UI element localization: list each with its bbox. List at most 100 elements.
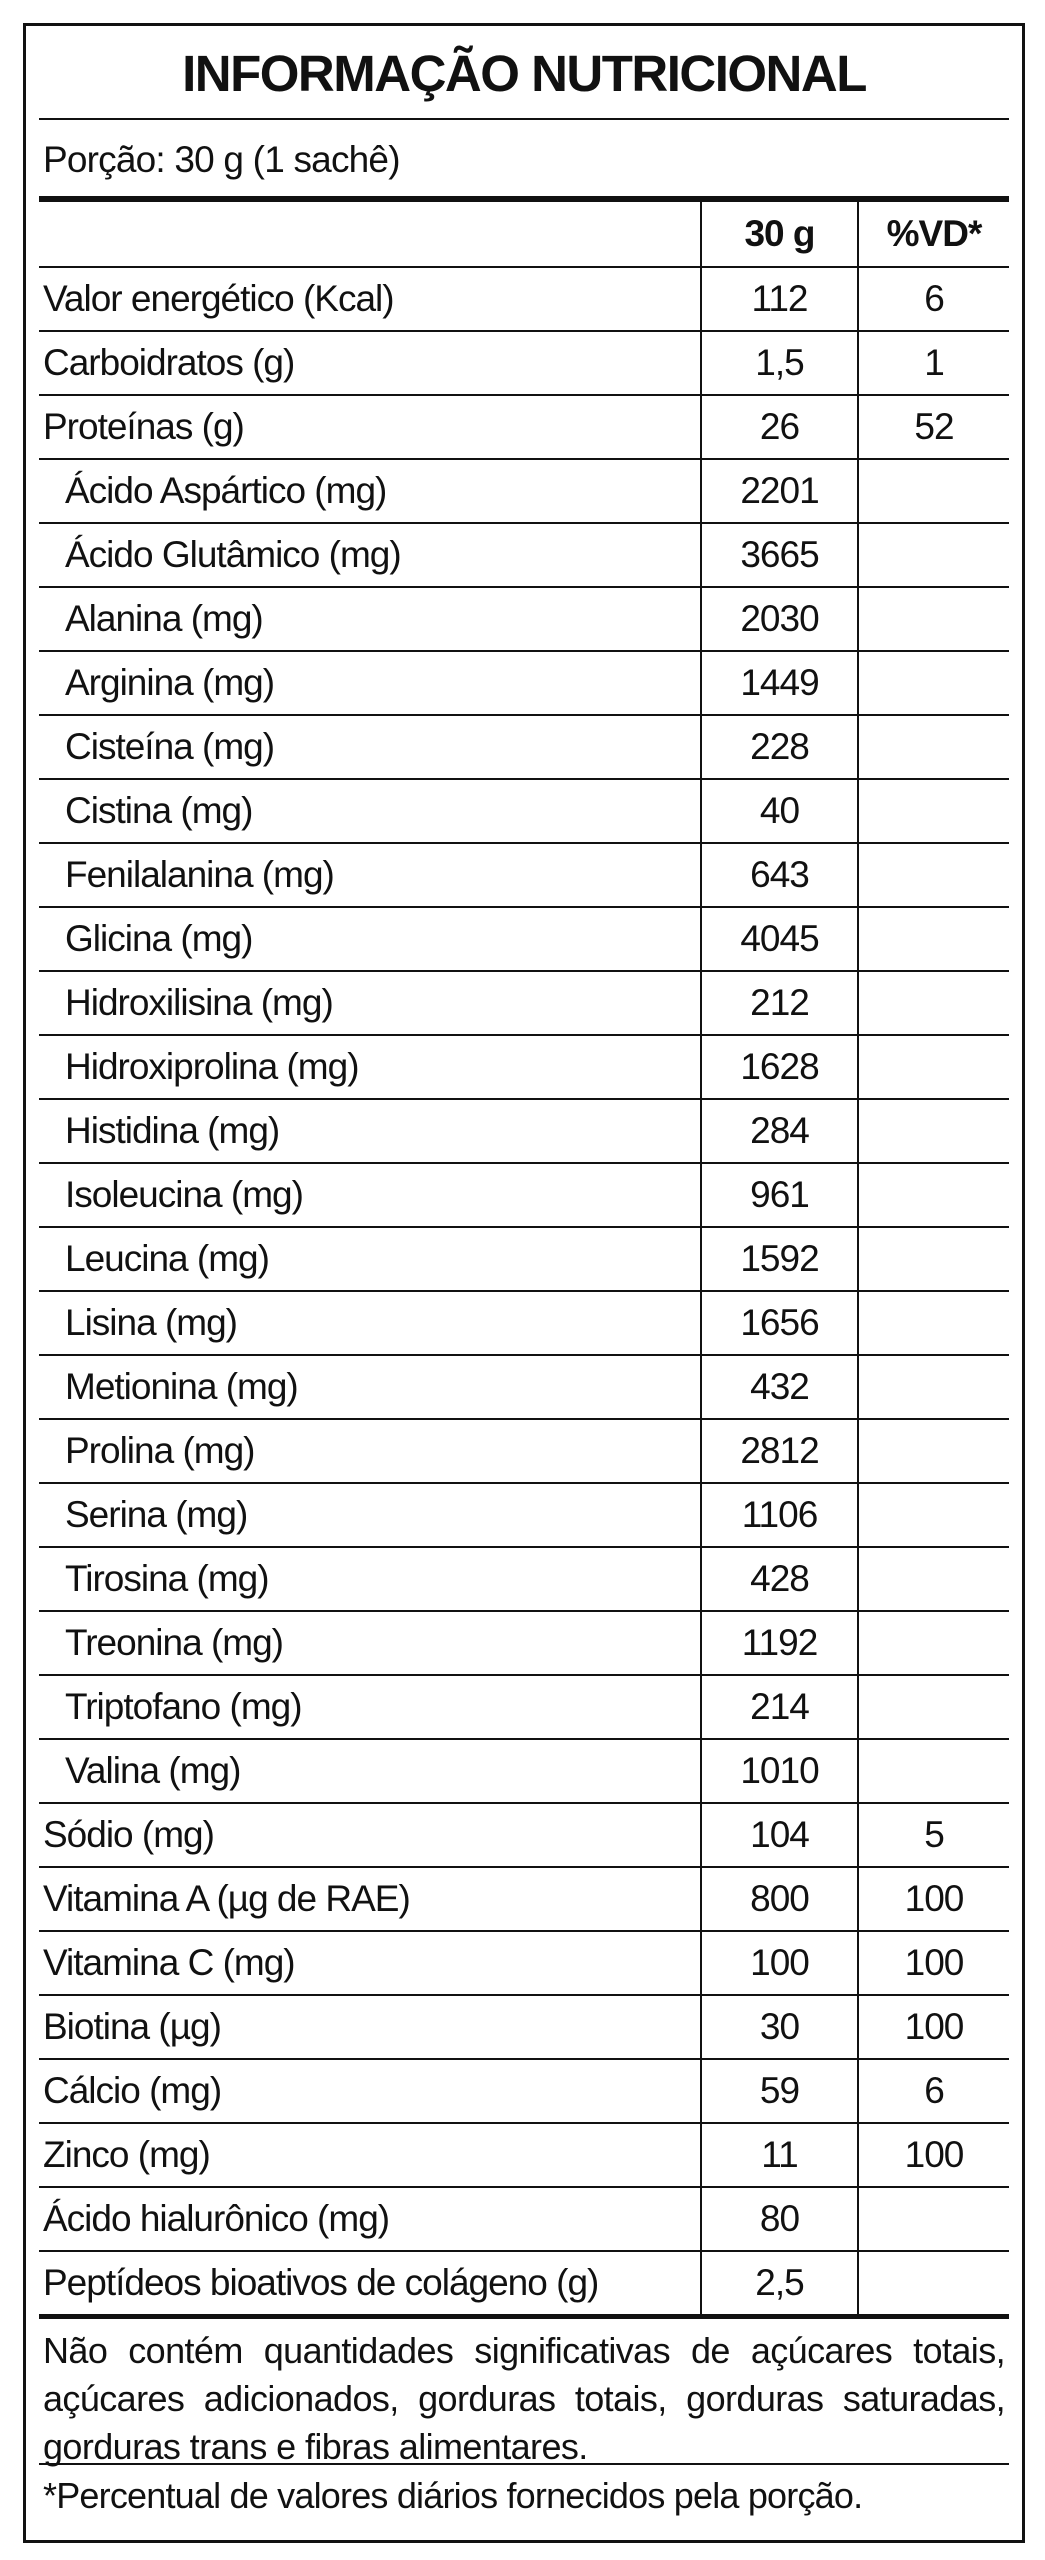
cell [857, 523, 1009, 588]
cell: 104 [700, 1803, 858, 1868]
cell: 100 [857, 1867, 1009, 1932]
footnote: *Percentual de valores diários fornecido… [43, 2475, 863, 2516]
cell: Lisina (mg) [39, 1291, 701, 1356]
nutrient-row: Ácido hialurônico (mg) 80 [39, 2187, 1009, 2252]
nutrient-row: Proteínas (g) 26 52 [39, 395, 1009, 460]
nutrient-row: Cálcio (mg) 59 6 [39, 2059, 1009, 2124]
cell [857, 1611, 1009, 1676]
cell: 643 [700, 843, 858, 908]
note: Não contém quantidades significativas de… [39, 2319, 1009, 2467]
component-row: Tirosina (mg) 428 [39, 1547, 1009, 1612]
component-row: Histidina (mg) 284 [39, 1099, 1009, 1164]
cell: 1592 [700, 1227, 858, 1292]
header-row: 30 g %VD* [39, 202, 1009, 268]
nutrient-row: Sódio (mg) 104 5 [39, 1803, 1009, 1868]
cell: Triptofano (mg) [39, 1675, 701, 1740]
cell [857, 1227, 1009, 1292]
cell [857, 2187, 1009, 2252]
component-row: Valina (mg) 1010 [39, 1739, 1009, 1804]
cell: 284 [700, 1099, 858, 1164]
cell: Ácido Aspártico (mg) [39, 459, 701, 524]
cell: Proteínas (g) [39, 395, 701, 460]
cell: Zinco (mg) [39, 2123, 701, 2188]
cell: %VD* [857, 202, 1009, 268]
cell: 52 [857, 395, 1009, 460]
cell: 2,5 [700, 2251, 858, 2319]
cell: 1192 [700, 1611, 858, 1676]
cell: Isoleucina (mg) [39, 1163, 701, 1228]
cell [857, 1483, 1009, 1548]
cell: 5 [857, 1803, 1009, 1868]
cell [857, 843, 1009, 908]
cell [857, 971, 1009, 1036]
component-row: Ácido Aspártico (mg) 2201 [39, 459, 1009, 524]
cell: Sódio (mg) [39, 1803, 701, 1868]
cell [857, 587, 1009, 652]
cell: 228 [700, 715, 858, 780]
cell: Glicina (mg) [39, 907, 701, 972]
cell [857, 779, 1009, 844]
cell: 428 [700, 1547, 858, 1612]
cell: 80 [700, 2187, 858, 2252]
cell: 100 [857, 2123, 1009, 2188]
component-row: Ácido Glutâmico (mg) 3665 [39, 523, 1009, 588]
nutrition-table: 30 g %VD* Valor energético (Kcal) 112 6 Carbo… [39, 202, 1009, 2319]
portion: Porção: 30 g (1 sachê) [39, 120, 1009, 202]
component-row: Alanina (mg) 2030 [39, 587, 1009, 652]
cell: Carboidratos (g) [39, 331, 701, 396]
nutrition-label: INFORMAÇÃO NUTRICIONAL Porção: 30 g (1 s… [23, 23, 1025, 2543]
cell [857, 1163, 1009, 1228]
cell: Tirosina (mg) [39, 1547, 701, 1612]
cell [857, 1099, 1009, 1164]
nutrient-row: Carboidratos (g) 1,5 1 [39, 331, 1009, 396]
cell: 1 [857, 331, 1009, 396]
cell: 1106 [700, 1483, 858, 1548]
cell: 4045 [700, 907, 858, 972]
cell: 11 [700, 2123, 858, 2188]
component-row: Prolina (mg) 2812 [39, 1419, 1009, 1484]
cell: 800 [700, 1867, 858, 1932]
cell: Cálcio (mg) [39, 2059, 701, 2124]
cell: 2812 [700, 1419, 858, 1484]
nutrient-row: Vitamina C (mg) 100 100 [39, 1931, 1009, 1996]
cell: 1010 [700, 1739, 858, 1804]
cell: Valina (mg) [39, 1739, 701, 1804]
cell: 1449 [700, 651, 858, 716]
component-row: Hidroxilisina (mg) 212 [39, 971, 1009, 1036]
cell [857, 459, 1009, 524]
cell: 1656 [700, 1291, 858, 1356]
cell: 30 g [700, 202, 858, 268]
cell: 100 [857, 1931, 1009, 1996]
cell: Ácido Glutâmico (mg) [39, 523, 701, 588]
cell: Hidroxiprolina (mg) [39, 1035, 701, 1100]
cell: Cistina (mg) [39, 779, 701, 844]
cell: 432 [700, 1355, 858, 1420]
component-row: Cistina (mg) 40 [39, 779, 1009, 844]
cell [857, 907, 1009, 972]
cell: Biotina (µg) [39, 1995, 701, 2060]
nutrient-row: Zinco (mg) 11 100 [39, 2123, 1009, 2188]
nutrient-row: Peptídeos bioativos de colágeno (g) 2,5 [39, 2251, 1009, 2319]
component-row: Serina (mg) 1106 [39, 1483, 1009, 1548]
cell: 3665 [700, 523, 858, 588]
cell: Arginina (mg) [39, 651, 701, 716]
component-row: Lisina (mg) 1656 [39, 1291, 1009, 1356]
cell [857, 1291, 1009, 1356]
cell: 212 [700, 971, 858, 1036]
cell [39, 202, 701, 268]
component-row: Cisteína (mg) 228 [39, 715, 1009, 780]
cell: Leucina (mg) [39, 1227, 701, 1292]
component-row: Isoleucina (mg) 961 [39, 1163, 1009, 1228]
cell [857, 1419, 1009, 1484]
cell: 6 [857, 2059, 1009, 2124]
cell [857, 651, 1009, 716]
cell: 2201 [700, 459, 858, 524]
cell: 40 [700, 779, 858, 844]
cell: Histidina (mg) [39, 1099, 701, 1164]
cell: 1628 [700, 1035, 858, 1100]
cell: 112 [700, 267, 858, 332]
cell: Serina (mg) [39, 1483, 701, 1548]
cell [857, 1355, 1009, 1420]
cell: 100 [700, 1931, 858, 1996]
cell: Valor energético (Kcal) [39, 267, 701, 332]
